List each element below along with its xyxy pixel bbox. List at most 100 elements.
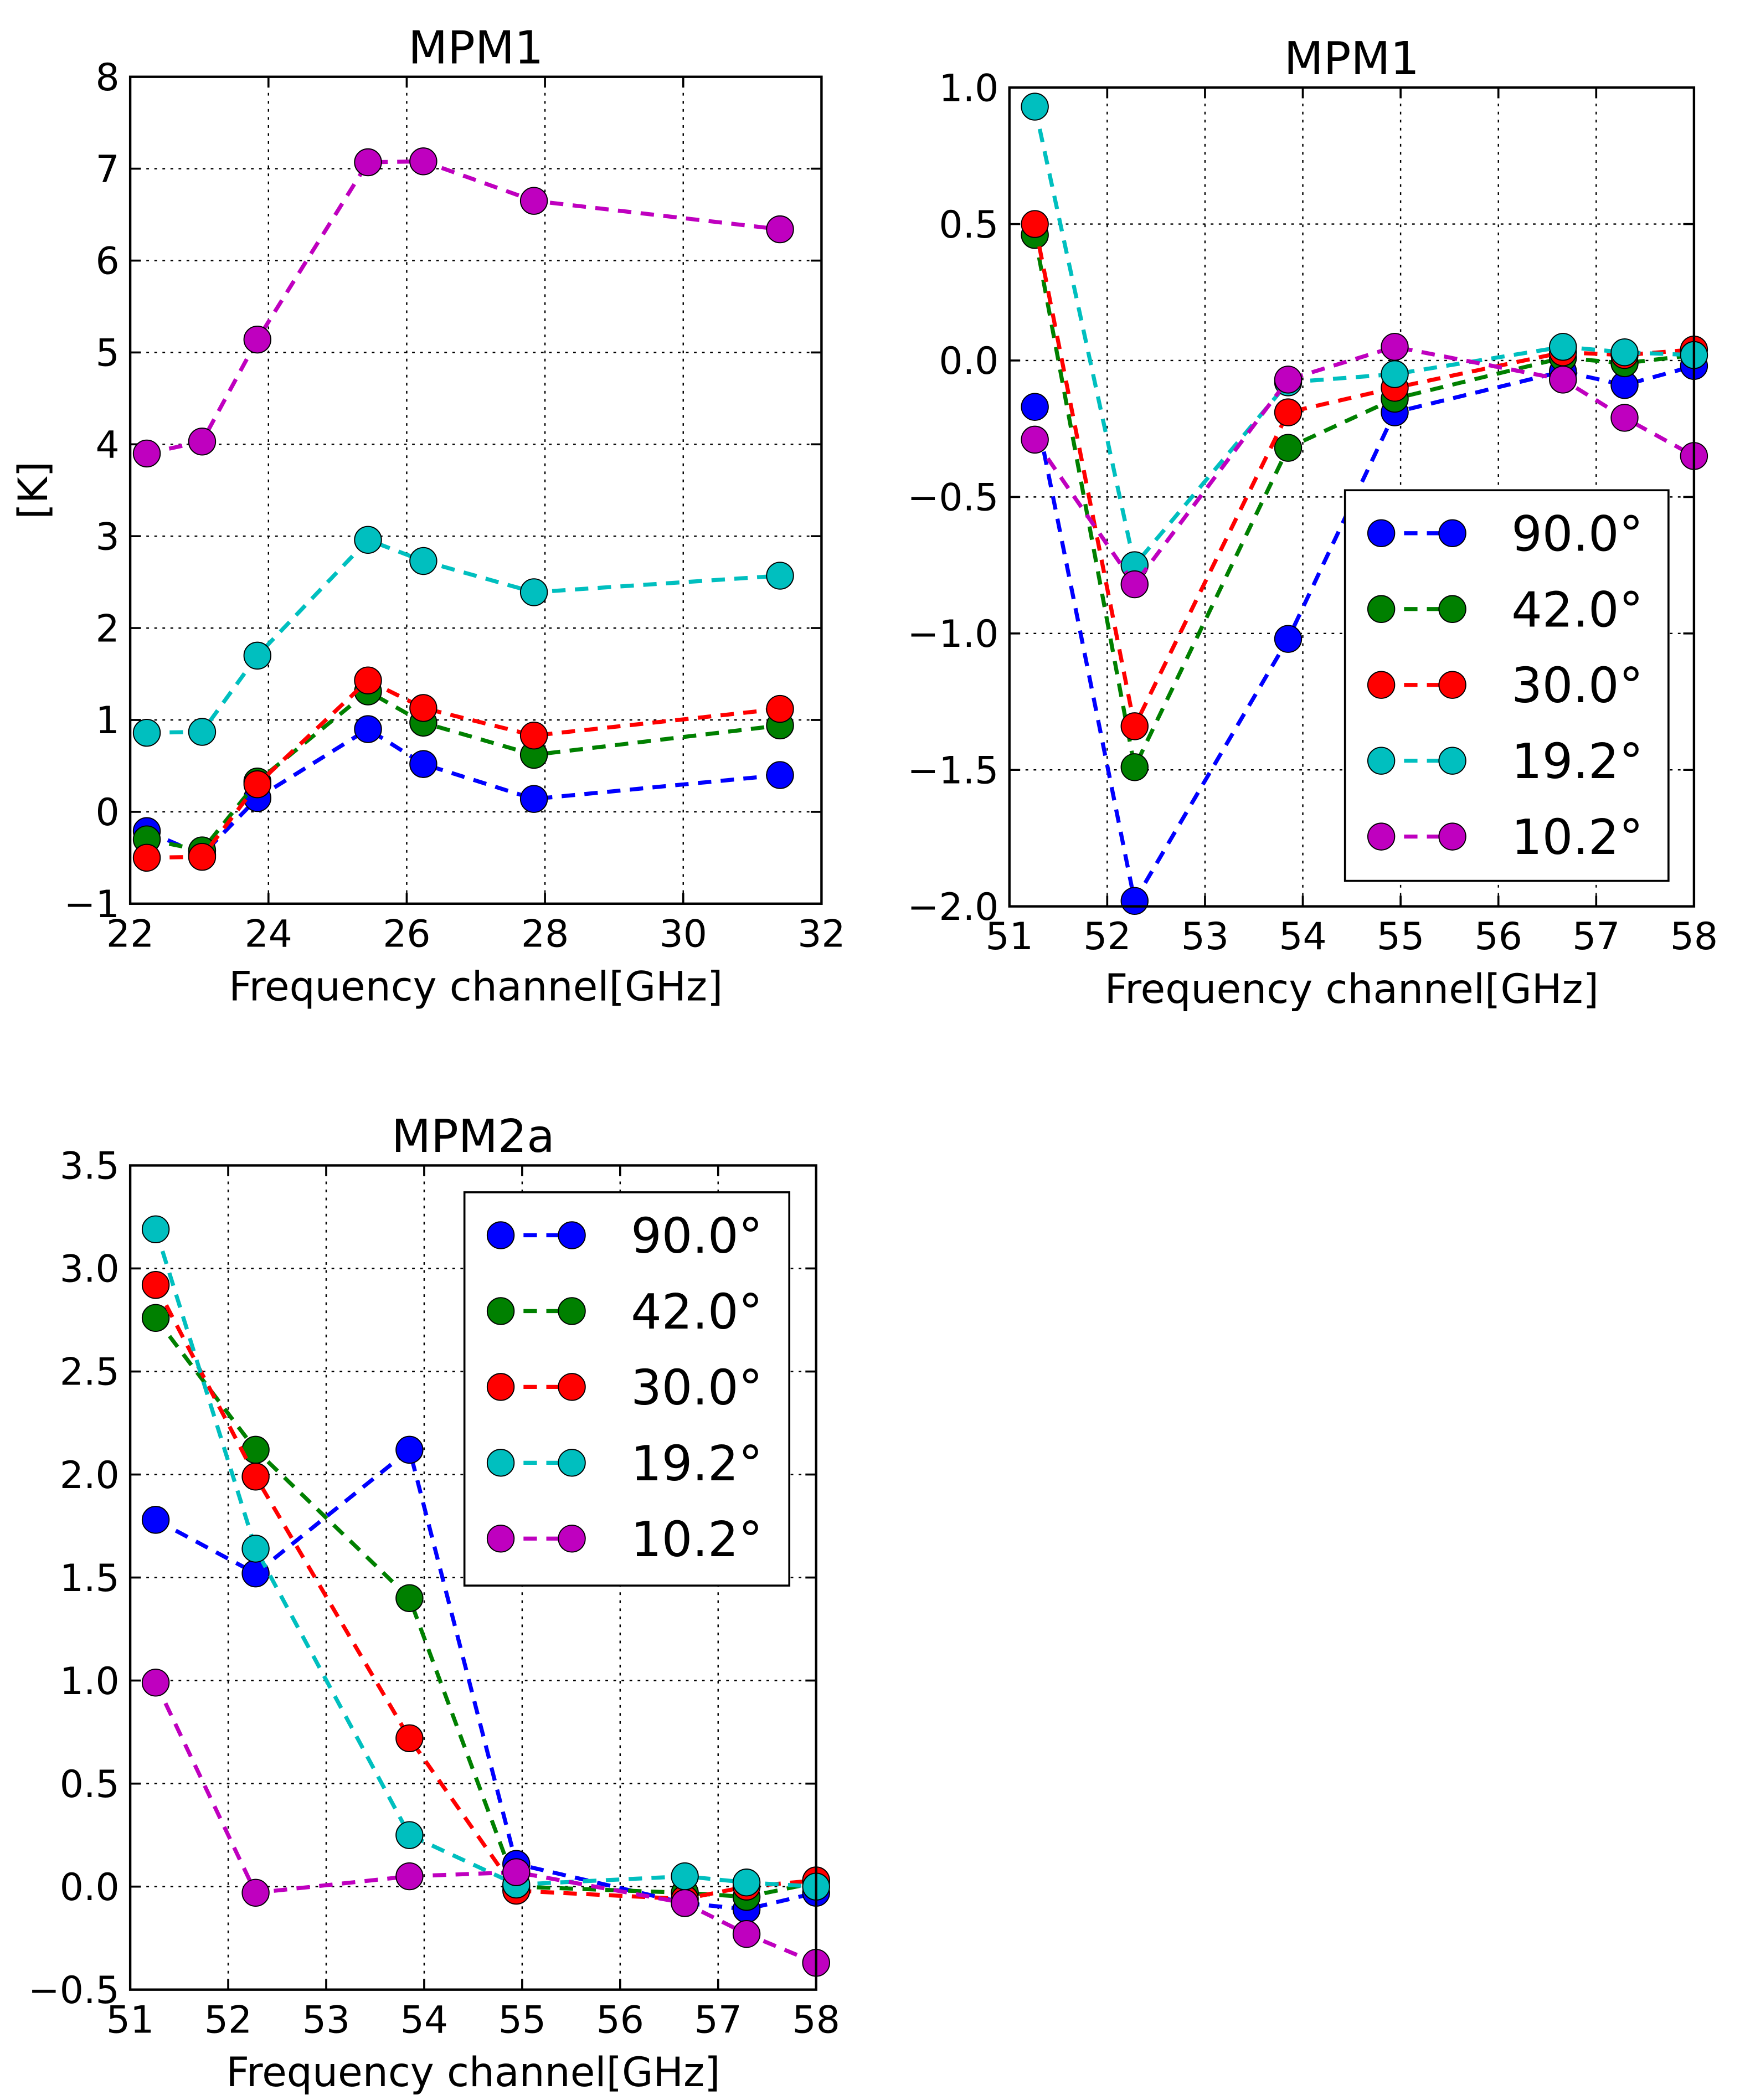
legend-label: 19.2°: [631, 1435, 763, 1492]
x-tick-label: 55: [498, 1998, 546, 2042]
data-point: [243, 641, 272, 670]
x-tick-label: 52: [1083, 915, 1131, 959]
data-point: [141, 1271, 170, 1299]
series-line: [147, 678, 780, 860]
data-point: [409, 694, 437, 722]
x-tick-label: 58: [792, 1998, 840, 2042]
data-point: [395, 1724, 424, 1752]
data-point: [354, 666, 382, 694]
y-tick-label: 1.0: [60, 1660, 120, 1703]
series-line: [153, 1681, 817, 1965]
legend-marker: [1438, 595, 1466, 623]
data-point: [188, 428, 217, 456]
data-point: [519, 785, 548, 813]
data-point: [502, 1858, 531, 1886]
data-point: [1021, 92, 1049, 121]
data-point: [1021, 210, 1049, 238]
legend-label: 30.0°: [631, 1360, 763, 1416]
data-point: [1274, 398, 1303, 426]
data-point: [1120, 712, 1149, 740]
legend-marker: [486, 1373, 515, 1401]
data-point: [395, 1584, 424, 1612]
data-point: [671, 1862, 699, 1891]
legend-label: 30.0°: [1511, 657, 1643, 714]
legend-label: 19.2°: [1511, 733, 1643, 790]
data-point: [1021, 425, 1049, 454]
data-point: [132, 843, 161, 872]
data-point: [188, 718, 217, 746]
legend: 90.0° 42.0° 30.0° 19.2° 10.2°: [1344, 489, 1670, 882]
data-point: [766, 761, 794, 789]
x-tick-label: 56: [1475, 915, 1522, 959]
series-line: [147, 537, 780, 735]
data-point: [409, 547, 437, 575]
x-tick-label: 28: [521, 912, 569, 956]
legend-label: 10.2°: [631, 1511, 763, 1568]
x-axis-label: Frequency channel[GHz]: [226, 2050, 720, 2096]
data-point: [1610, 404, 1639, 432]
legend-marker: [1367, 595, 1396, 623]
data-point: [1021, 393, 1049, 421]
y-tick-label: 3: [96, 515, 120, 559]
data-point: [732, 1920, 761, 1948]
legend-marker: [1367, 747, 1396, 775]
x-tick-label: 55: [1377, 915, 1424, 959]
data-point: [409, 750, 437, 778]
series-line: [146, 689, 780, 853]
legend-marker: [486, 1449, 515, 1477]
x-tick-label: 54: [1279, 915, 1326, 959]
y-tick-label: 0.5: [939, 203, 998, 247]
data-point: [519, 578, 548, 606]
data-point: [241, 1878, 270, 1907]
data-point: [1120, 753, 1149, 781]
y-tick-label: −0.5: [908, 476, 999, 520]
x-tick-label: 57: [694, 1998, 742, 2042]
chart-panel-1: 22 24 26 28 30 32 −1 0 1 2 3 4 5 6 7 8 MPM1 Frequency cha…: [11, 22, 846, 1010]
y-tick-label: 0: [96, 791, 120, 835]
data-point: [409, 147, 437, 176]
series-19.2°: [1021, 92, 1708, 579]
y-tick-label: −1.0: [908, 612, 999, 656]
y-tick-label: 1.0: [939, 66, 998, 110]
series-30.0°: [132, 666, 794, 872]
data-point: [241, 1535, 270, 1563]
data-point: [1381, 333, 1409, 361]
legend-marker: [558, 1525, 586, 1553]
chart-title: MPM1: [408, 22, 543, 74]
y-tick-label: −0.5: [28, 1969, 120, 2012]
legend: 90.0° 42.0° 30.0° 19.2° 10.2°: [463, 1191, 791, 1587]
x-tick-label: 26: [383, 912, 430, 956]
legend-label: 90.0°: [631, 1208, 763, 1264]
y-tick-label: 2: [96, 607, 120, 651]
legend-marker: [558, 1221, 586, 1249]
y-tick-label: 0.5: [60, 1763, 120, 1806]
legend-marker: [1367, 519, 1396, 548]
plot-frame: [128, 75, 823, 905]
data-point: [132, 719, 161, 747]
data-point: [1120, 887, 1149, 915]
series-42.0°: [132, 677, 794, 864]
legend-label: 42.0°: [1511, 581, 1643, 638]
data-point: [241, 1435, 270, 1464]
x-tick-label: 57: [1572, 915, 1620, 959]
legend-marker: [1438, 822, 1466, 851]
series-10.2°: [132, 147, 794, 468]
y-tick-label: 0.0: [939, 339, 998, 383]
y-tick-label: 5: [96, 332, 120, 375]
legend-marker: [558, 1297, 586, 1325]
plot-frame: [128, 1164, 817, 1991]
data-point: [671, 1889, 699, 1917]
data-point: [354, 715, 382, 743]
data-point: [1274, 625, 1303, 653]
legend-marker: [1438, 519, 1466, 548]
legend-marker: [1438, 671, 1466, 699]
x-tick-label: 53: [302, 1998, 350, 2042]
series-19.2°: [132, 526, 794, 747]
chart-title: MPM1: [1284, 33, 1419, 85]
data-point: [141, 1215, 170, 1243]
legend-marker: [1367, 671, 1396, 699]
data-point: [1610, 338, 1639, 367]
chart-title: MPM2a: [392, 1110, 555, 1163]
